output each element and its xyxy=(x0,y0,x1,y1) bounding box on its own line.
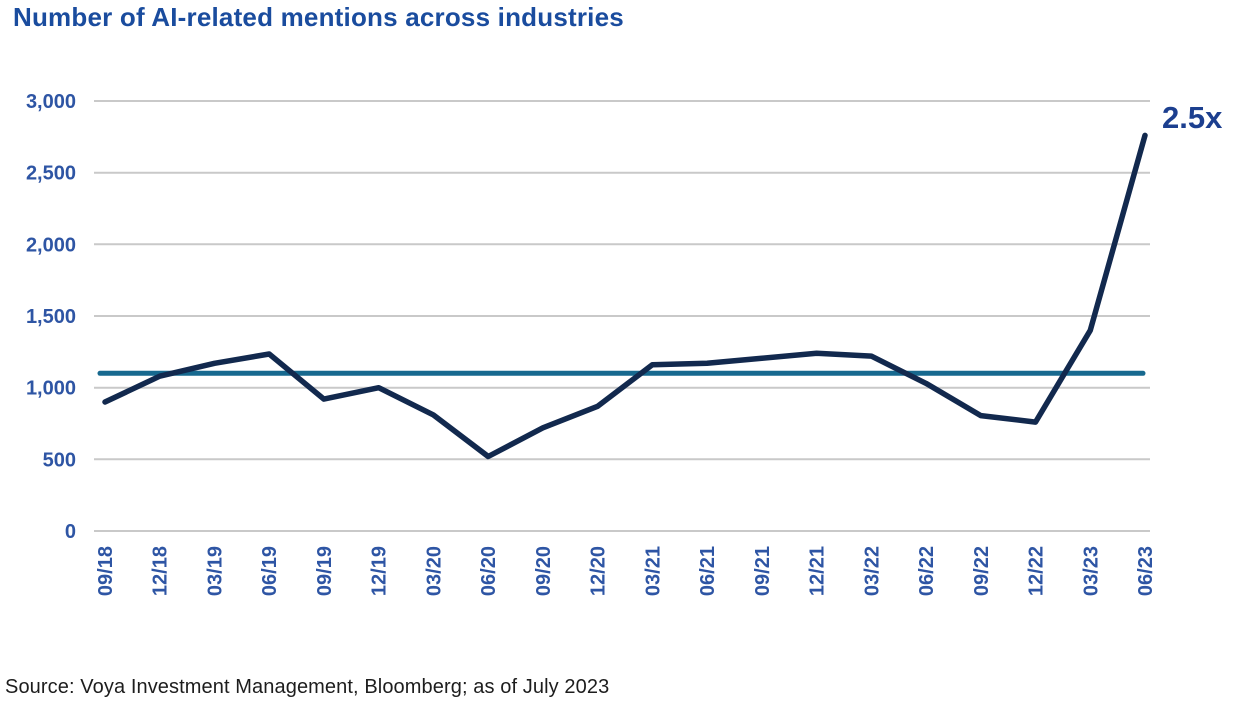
y-tick-label: 2,000 xyxy=(26,234,76,256)
source-note: Source: Voya Investment Management, Bloo… xyxy=(5,676,610,698)
x-tick-label: 12/18 xyxy=(150,546,172,596)
x-tick-label: 09/21 xyxy=(752,546,774,596)
growth-annotation: 2.5x xyxy=(1162,100,1223,135)
chart-canvas: 0 500 1,000 1,500 2,000 2,500 3,000 09/18 12/18 0… xyxy=(26,91,1157,596)
y-tick-label: 1,000 xyxy=(26,378,76,400)
x-tick-label: 06/23 xyxy=(1135,546,1157,596)
x-tick-label: 09/18 xyxy=(95,546,117,596)
x-tick-label: 03/23 xyxy=(1080,546,1102,596)
y-tick-label: 1,500 xyxy=(26,306,76,328)
x-tick-label: 03/20 xyxy=(423,546,445,596)
x-tick-label: 06/19 xyxy=(259,546,281,596)
x-tick-label: 06/21 xyxy=(697,546,719,596)
x-tick-label: 03/22 xyxy=(861,546,883,596)
x-tick-label: 12/20 xyxy=(588,546,610,596)
y-tick-label: 500 xyxy=(43,449,76,471)
series-line xyxy=(102,132,1148,460)
x-tick-label: 09/19 xyxy=(314,546,336,596)
x-tick-label: 09/20 xyxy=(533,546,555,596)
x-tick-label: 09/22 xyxy=(971,546,993,596)
x-tick-label: 12/22 xyxy=(1026,546,1048,596)
x-tick-label: 12/19 xyxy=(369,546,391,596)
y-tick-label: 3,000 xyxy=(26,91,76,113)
x-tick-label: 03/21 xyxy=(642,546,664,596)
y-tick-label: 0 xyxy=(65,521,76,543)
x-tick-label: 06/22 xyxy=(916,546,938,596)
chart-title: Number of AI-related mentions across ind… xyxy=(13,2,624,32)
line-chart: 0 500 1,000 1,500 2,000 2,500 3,000 09/18 12/18 0… xyxy=(26,91,1223,596)
x-tick-label: 03/19 xyxy=(205,546,227,596)
x-tick-label: 12/21 xyxy=(807,546,829,596)
y-tick-label: 2,500 xyxy=(26,163,76,185)
x-tick-label: 06/20 xyxy=(478,546,500,596)
